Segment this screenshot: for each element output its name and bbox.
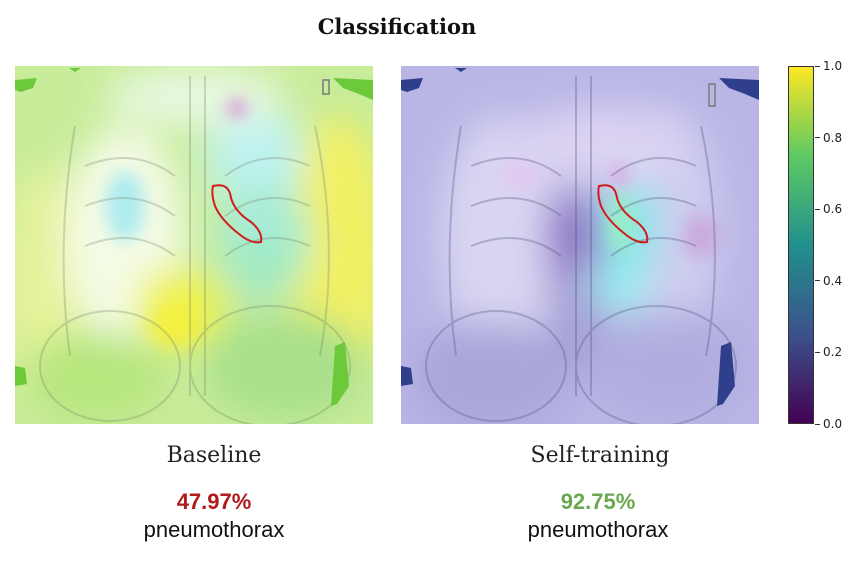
colorbar-tick [815, 280, 820, 282]
baseline-class-label: pneumothorax [143, 517, 285, 542]
colorbar-tick-label: 0.4 [823, 273, 843, 288]
colorbar-tick-label: 1.0 [823, 59, 843, 73]
self-training-heatmap-image [401, 66, 759, 424]
colorbar-tick [815, 65, 820, 67]
baseline-score: 47.97% [176, 489, 252, 514]
colorbar-tick-label: 0.6 [823, 202, 843, 217]
figure-title: Classification [317, 14, 477, 39]
lesion-contour [597, 184, 649, 244]
lesion-contour [211, 184, 263, 244]
self-training-class-label: pneumothorax [527, 517, 669, 542]
self-training-caption: Self-training [530, 443, 670, 468]
baseline-heatmap-image [15, 66, 373, 424]
self-training-score: 92.75% [560, 489, 636, 514]
colorbar-tick [815, 137, 820, 139]
colorbar-tick [815, 208, 820, 210]
colorbar-tick [815, 351, 820, 353]
colorbar [788, 66, 814, 424]
colorbar-tick-label: 0.2 [823, 345, 843, 360]
baseline-caption: Baseline [166, 443, 262, 468]
colorbar-tick-label: 0.8 [823, 130, 843, 145]
colorbar-tick [815, 423, 820, 425]
colorbar-tick-label: 0.0 [823, 417, 843, 431]
